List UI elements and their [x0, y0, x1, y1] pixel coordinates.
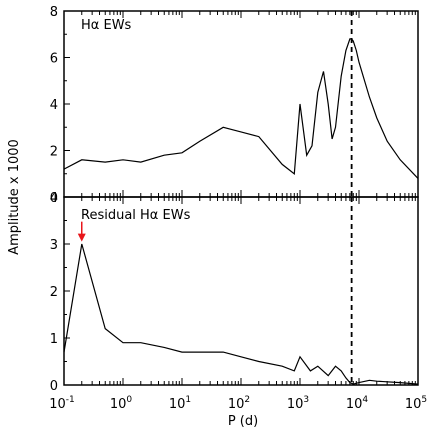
bottom-x-tick-label: 103	[287, 395, 309, 412]
bottom-x-tick-exponent: 0	[126, 395, 132, 405]
top-panel-title: Hα EWs	[81, 18, 132, 33]
bottom-x-tick-label: 10-1	[49, 395, 75, 412]
top-y-axis-ticks: 0 2 4 6 8	[50, 5, 70, 206]
bottom-x-tick-exponent: 3	[303, 395, 309, 405]
bottom-x-tick-exponent: 2	[244, 395, 250, 405]
top-x-axis-ticks	[63, 11, 419, 197]
bottom-y-tick-label: 2	[50, 285, 58, 300]
top-y-tick-label: 0	[50, 191, 58, 206]
bottom-x-tick-label: 102	[228, 395, 250, 412]
bottom-x-tick-exponent: 5	[421, 395, 427, 405]
bottom-periodogram-line	[63, 243, 419, 385]
arrow-head	[77, 233, 86, 242]
top-series-group	[63, 38, 419, 179]
bottom-x-tick-exponent: 1	[185, 395, 191, 405]
bottom-y-tick-label: 3	[50, 238, 58, 253]
top-panel: 0 2 4 6 8 Hα EWs	[50, 5, 419, 206]
top-plot-frame	[63, 10, 419, 198]
bottom-x-tick-label: 104	[346, 395, 369, 412]
top-y-tick-label: 8	[50, 5, 58, 20]
top-y-tick-label: 2	[50, 145, 58, 160]
x-axis-title: P (d)	[228, 414, 258, 429]
top-periodogram-line	[63, 38, 419, 179]
bottom-x-tick-label: 105	[405, 395, 427, 412]
bottom-x-tick-exponent: -1	[66, 395, 75, 405]
bottom-y-tick-label: 1	[50, 332, 58, 347]
bottom-x-axis-ticks: 10-1 100 101 102 103 104 105	[49, 197, 427, 412]
bottom-x-tick-label: 100	[110, 395, 133, 412]
bottom-x-tick-exponent: 4	[362, 395, 368, 405]
bottom-y-axis-ticks: 0 1 2 3 4	[50, 191, 70, 394]
bottom-panel-title: Residual Hα EWs	[81, 208, 191, 223]
bottom-x-tick-label: 101	[169, 395, 191, 412]
bottom-series-group	[63, 243, 419, 385]
y-axis-title: Amplitude x 1000	[7, 139, 22, 255]
top-y-tick-label: 4	[50, 98, 58, 113]
peak-arrow-marker	[77, 221, 86, 242]
bottom-y-tick-label: 4	[50, 191, 58, 206]
bottom-y-tick-label: 0	[50, 379, 58, 394]
top-y-tick-label: 6	[50, 52, 58, 67]
